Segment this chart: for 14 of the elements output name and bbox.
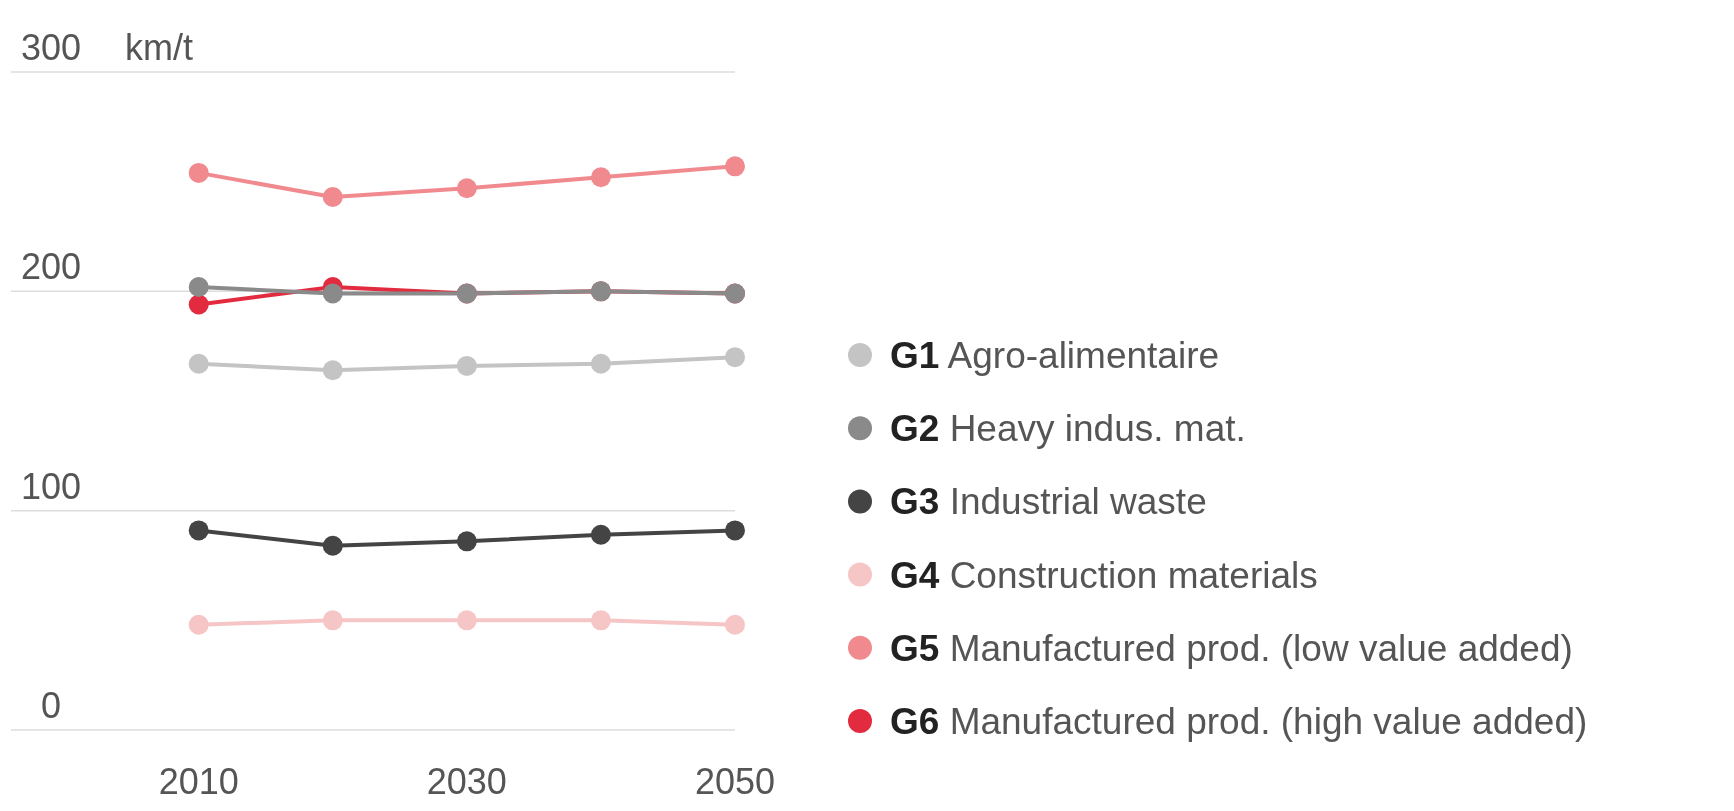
x-tick-label: 2030 [426,761,507,802]
legend-label: G6 Manufactured prod. (high value added) [890,701,1588,742]
x-tick-label: 2050 [694,761,776,802]
legend-label: G2 Heavy indus. mat. [890,408,1246,450]
x-tick-label: 2010 [158,761,239,802]
legend-label: G1 Agro-alimentaire [890,335,1220,376]
legend-label: G3 Industrial waste [890,481,1207,523]
legend-label: G4 Construction materials [890,554,1318,596]
y-tick-label: 200 [20,246,82,288]
legend-label: G5 Manufactured prod. (low value added) [890,627,1573,669]
y-tick-label: 300 [20,27,82,68]
y-tick-label: 100 [20,465,82,507]
y-tick-label: 0 [40,685,62,726]
y-axis-title: km/t [125,27,193,68]
